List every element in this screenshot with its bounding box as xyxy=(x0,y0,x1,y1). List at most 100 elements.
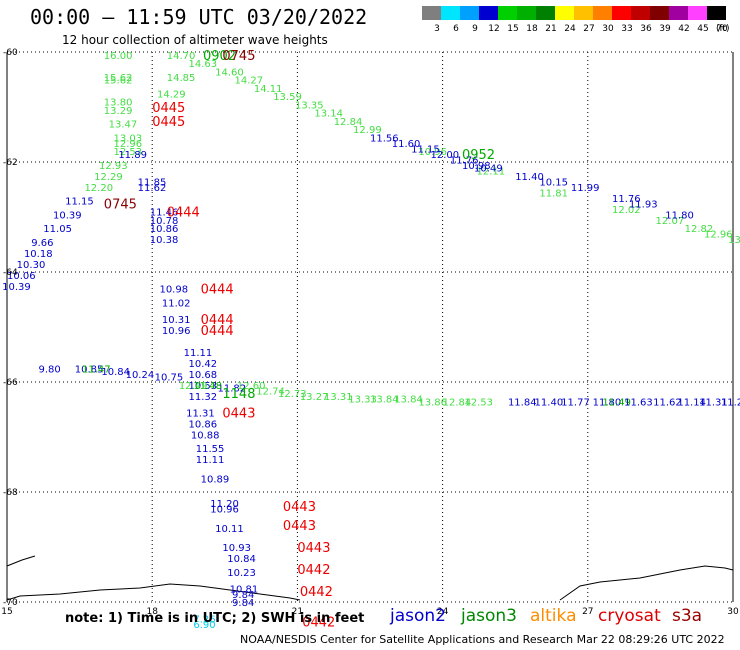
swh-value-label: 12.29 xyxy=(94,172,123,183)
legend-swatch xyxy=(631,6,650,20)
swh-value-label: 11.11 xyxy=(196,455,225,466)
satellite-name-s3a: s3a xyxy=(672,606,703,626)
swh-value-label: 15.62 xyxy=(104,76,133,87)
gridlines xyxy=(6,51,734,603)
pass-time-label: 0952 xyxy=(462,148,495,163)
swh-value-label: 7.26 xyxy=(193,615,215,626)
swh-value-label: 14.70 xyxy=(167,51,196,62)
swh-value-label: 10.98 xyxy=(462,161,491,172)
swh-value-label: 10.31 xyxy=(162,315,191,326)
pass-time-label: 1148 xyxy=(222,387,255,402)
swh-value-label: 11.40 xyxy=(535,397,564,408)
legend-swatch-label: 18 xyxy=(526,24,538,34)
y-tick-label: -66 xyxy=(3,378,18,388)
legend-swatch-label: 30 xyxy=(602,24,614,34)
swh-value-label: 10.24 xyxy=(126,370,155,381)
swh-value-label: 10.53 xyxy=(189,381,218,392)
swh-value-label: 12.07 xyxy=(656,216,685,227)
swh-value-label: 13.33 xyxy=(348,395,377,406)
swh-value-label: 11.93 xyxy=(629,199,658,210)
swh-value-label: 11.02 xyxy=(162,298,191,309)
pass-time-label: 0745 xyxy=(222,49,255,64)
swh-value-label: 11.11 xyxy=(184,348,213,359)
coastline-left xyxy=(6,583,301,601)
swh-value-label: 13.31 xyxy=(324,392,353,403)
swh-value-label: 11.05 xyxy=(43,224,72,235)
pass-time-label: 0443 xyxy=(297,541,330,556)
pass-time-label: 0444 xyxy=(201,283,234,298)
swh-value-label: 13.35 xyxy=(295,100,324,111)
footer-credit: NOAA/NESDIS Center for Satellite Applica… xyxy=(240,633,725,646)
coastline-right xyxy=(559,565,734,601)
swh-value-label: 11.48 xyxy=(193,381,222,392)
swh-value-label: 12.20 xyxy=(84,183,113,194)
legend-swatch-label: 42 xyxy=(678,24,689,34)
swh-value-label: 10.06 xyxy=(7,271,36,282)
swh-value-label: 13.14 xyxy=(314,109,343,120)
swh-value-label: 10.39 xyxy=(2,282,31,293)
swh-value-label: 11.99 xyxy=(571,183,600,194)
x-tick-label: 18 xyxy=(146,607,158,617)
legend-swatch xyxy=(441,6,460,20)
swh-value-label: 12.84 xyxy=(334,117,363,128)
swh-value-label: 9.80 xyxy=(38,364,60,375)
pass-time-label: 0442 xyxy=(300,585,333,600)
satellite-name-cryosat: cryosat xyxy=(598,606,661,626)
swh-value-label: 14.11 xyxy=(254,84,283,95)
swh-value-label: 10.86 xyxy=(150,224,179,235)
legend-swatch-label: 36 xyxy=(640,24,652,34)
swh-value-label: 9.84 xyxy=(232,590,254,601)
pass-time-label: 0443 xyxy=(283,500,316,515)
swh-value-label: 12.74 xyxy=(256,386,285,397)
satellite-name-altika: altika xyxy=(530,606,577,626)
y-tick-label: -64 xyxy=(3,268,18,278)
swh-value-label: 10.86 xyxy=(189,419,218,430)
swh-value-label: 10.78 xyxy=(150,216,179,227)
swh-value-label: 13.59 xyxy=(273,92,302,103)
color-legend: 3 6 9 12 15 18 21 24 27 30 33 36 39 42 45 70(ft) xyxy=(422,6,730,34)
swh-value-label: 11.15 xyxy=(411,144,440,155)
x-tick-label: 27 xyxy=(582,607,593,617)
swh-value-label: 10.88 xyxy=(191,430,220,441)
x-tick-label: 24 xyxy=(437,607,449,617)
swh-value-label: 11.46 xyxy=(150,208,179,219)
swh-value-label: 12.60 xyxy=(237,381,266,392)
swh-value-label: 12.82 xyxy=(685,224,714,235)
pass-time-label: 0445 xyxy=(152,101,185,116)
swh-value-label: 11.62 xyxy=(138,183,167,194)
swh-value-label: 10.98 xyxy=(159,285,188,296)
swh-value-label: 13.84 xyxy=(394,395,423,406)
legend-swatch-label: 39 xyxy=(659,24,671,34)
legend-swatch xyxy=(422,6,441,20)
swh-value-label: 14.27 xyxy=(234,76,263,87)
swh-value-label: 10.23 xyxy=(227,568,256,579)
legend-swatch-label: 12 xyxy=(488,24,499,34)
legend-swatch-label: 27 xyxy=(583,24,594,34)
swh-value-label: 11.40 xyxy=(515,172,544,183)
swh-value-label: 11.63 xyxy=(624,397,653,408)
y-tick-label: -62 xyxy=(3,158,18,168)
legend-swatch-label: 15 xyxy=(507,24,518,34)
x-tick-label: 15 xyxy=(1,607,12,617)
footer-note: note: 1) Time is in UTC; 2) SWH is in fe… xyxy=(65,611,365,626)
swh-value-label: 11.76 xyxy=(450,155,479,166)
swh-value-label: 10.84 xyxy=(101,367,130,378)
legend-swatch-label: 3 xyxy=(434,24,440,34)
satellite-name-jason3: jason3 xyxy=(461,606,517,626)
swh-value-label: 10.96 xyxy=(162,326,191,337)
swh-value-label: 11.80 xyxy=(665,210,694,221)
swh-value-label: 13.03 xyxy=(113,133,142,144)
swh-value-label: 11.32 xyxy=(189,392,218,403)
legend-swatch-label: 6 xyxy=(453,24,459,34)
swh-value-label: 12.73 xyxy=(278,389,307,400)
swh-value-label: 10.93 xyxy=(222,543,251,554)
legend-swatch xyxy=(555,6,574,20)
swh-value-label: 11.62 xyxy=(653,397,682,408)
swh-value-label: 12.99 xyxy=(353,125,382,136)
swh-value-label: 10.39 xyxy=(53,210,82,221)
swh-value-label: 11.85 xyxy=(138,177,167,188)
swh-value-label: 11.89 xyxy=(118,150,147,161)
swh-value-label: 10.85 xyxy=(75,364,104,375)
swh-value-label: 10.42 xyxy=(189,359,218,370)
